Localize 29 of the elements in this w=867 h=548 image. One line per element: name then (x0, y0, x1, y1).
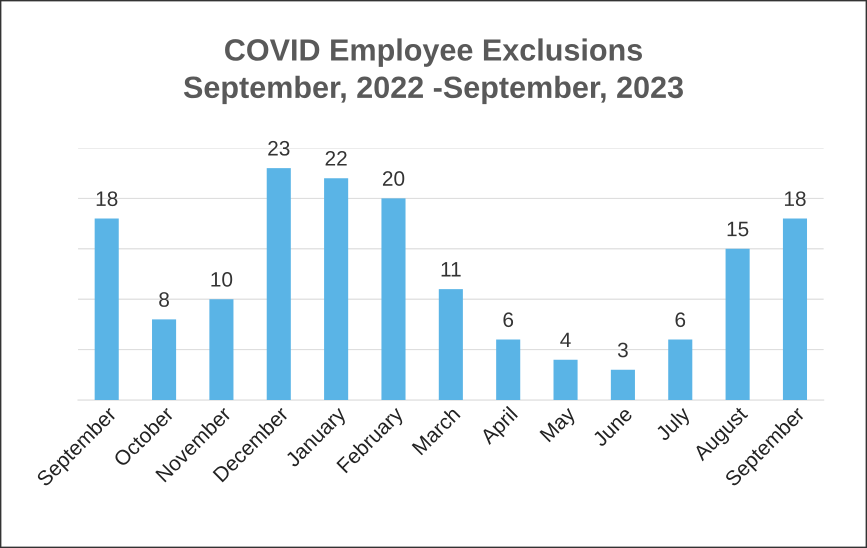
data-label: 10 (211, 272, 232, 287)
data-label: 22 (326, 151, 347, 166)
chart-title: COVID Employee Exclusions September, 2022 -September, 2023 (184, 38, 683, 104)
bar (496, 340, 520, 400)
bar (438, 289, 463, 400)
bar (610, 370, 635, 400)
x-tick-label: July (654, 404, 694, 445)
data-label: 23 (268, 140, 290, 156)
data-label: 20 (382, 171, 404, 186)
bar (324, 178, 348, 400)
bar (726, 248, 750, 400)
data-label: 11 (442, 262, 461, 276)
data-label: 6 (676, 312, 686, 328)
bar (209, 299, 234, 400)
data-label: 6 (503, 312, 514, 328)
x-tick-label: May (539, 405, 580, 446)
data-label: 8 (159, 292, 169, 307)
bar (782, 218, 808, 400)
bar (381, 198, 406, 400)
data-label: 18 (96, 191, 118, 206)
bar (152, 319, 176, 400)
data-label: 15 (728, 222, 748, 236)
bar (94, 218, 119, 400)
bar (554, 360, 578, 400)
data-label: 4 (560, 332, 571, 348)
bar (266, 168, 291, 400)
data-label: 3 (618, 342, 628, 358)
bar (668, 340, 692, 400)
data-label: 18 (784, 191, 806, 206)
